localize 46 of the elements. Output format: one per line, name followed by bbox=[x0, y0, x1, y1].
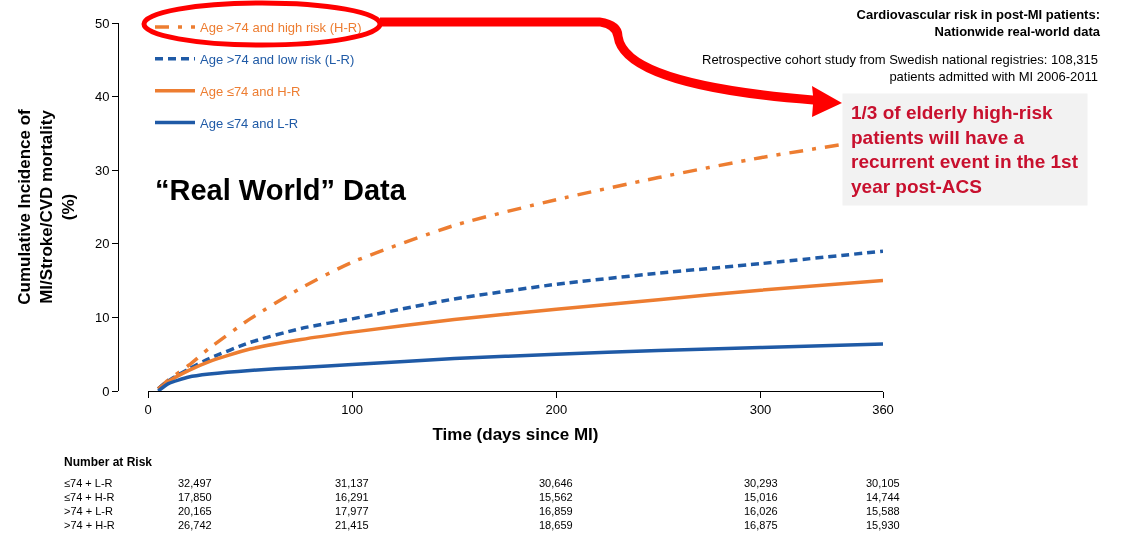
y-tick-label: 30 bbox=[94, 162, 110, 178]
x-tick-label: 360 bbox=[872, 401, 894, 417]
text: 26,742 bbox=[178, 519, 212, 531]
text: 17,850 bbox=[178, 491, 212, 503]
y-tick-label: 10 bbox=[94, 309, 110, 325]
text: 15,588 bbox=[866, 505, 900, 517]
text: >74 + H-R bbox=[64, 519, 115, 531]
y-axis-title: Cumulative Incidence of MI/Stroke/CVD mortality (%) bbox=[15, 108, 79, 305]
text: 17,977 bbox=[335, 505, 369, 517]
text: 16,875 bbox=[744, 519, 778, 531]
x-tick-label: 0 bbox=[144, 401, 152, 417]
legend-label: Age >74 and high risk (H-R) bbox=[200, 19, 362, 35]
text: 16,291 bbox=[335, 491, 369, 503]
text: 15,016 bbox=[744, 491, 778, 503]
x-tick-label: 100 bbox=[341, 401, 364, 417]
text: 16,859 bbox=[539, 505, 573, 517]
text: 14,744 bbox=[866, 491, 900, 503]
text: 21,415 bbox=[335, 519, 369, 531]
legend-label: Age ≤74 and L-R bbox=[200, 115, 299, 131]
x-axis-title: Time (days since MI) bbox=[432, 425, 599, 444]
text: 30,105 bbox=[866, 477, 900, 489]
text: ≤74 + H-R bbox=[64, 491, 115, 503]
y-tick-label: 20 bbox=[94, 236, 110, 252]
text: 31,137 bbox=[335, 477, 369, 489]
text: Number at Risk bbox=[64, 455, 153, 469]
legend-label: Age >74 and low risk (L-R) bbox=[200, 51, 355, 67]
text: 30,293 bbox=[744, 477, 778, 489]
text: >74 + L-R bbox=[64, 505, 113, 517]
x-tick-label: 200 bbox=[545, 401, 568, 417]
text: Cardiovascular risk in post-MI patients: Nationwide real-world data bbox=[856, 7, 1101, 39]
text: 18,659 bbox=[539, 519, 573, 531]
text: 32,497 bbox=[178, 477, 212, 489]
y-tick-label: 50 bbox=[94, 15, 110, 31]
annotation: “Real World” Data bbox=[155, 174, 407, 206]
x-tick-label: 300 bbox=[749, 401, 772, 417]
y-tick-label: 40 bbox=[94, 89, 110, 105]
text: 16,026 bbox=[744, 505, 778, 517]
y-tick-label: 0 bbox=[102, 383, 110, 399]
text: 30,646 bbox=[539, 477, 573, 489]
annotation: Retrospective cohort study from Swedish national registries: 108,315 patients admitted with MI 2006-2011 bbox=[702, 52, 1098, 84]
text: 20,165 bbox=[178, 505, 212, 517]
annotation: 1/3 of elderly high-risk patients will have a recurrent event in the 1st year post-ACS bbox=[851, 102, 1079, 198]
text: 15,930 bbox=[866, 519, 900, 531]
legend-label: Age ≤74 and H-R bbox=[200, 83, 301, 99]
text: 15,562 bbox=[539, 491, 573, 503]
text: ≤74 + L-R bbox=[64, 477, 113, 489]
